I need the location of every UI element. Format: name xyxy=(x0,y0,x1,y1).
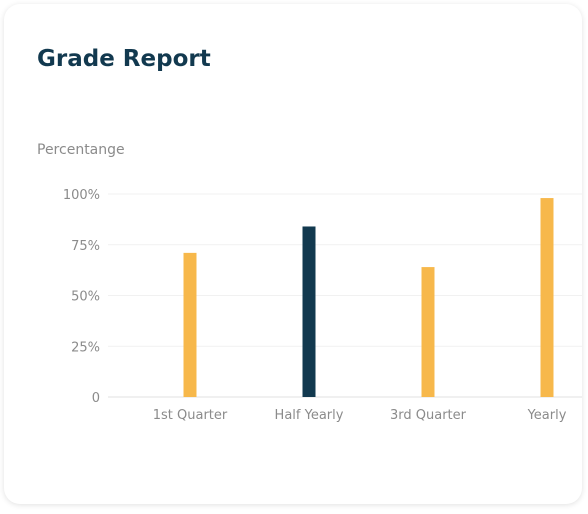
bar-3rd-quarter[interactable] xyxy=(421,267,435,397)
card-title: Grade Report xyxy=(37,46,211,72)
y-tick-label: 75% xyxy=(71,239,100,254)
y-tick-label: 25% xyxy=(71,340,100,355)
y-axis-label: Percentange xyxy=(37,142,125,158)
x-tick-label: Yearly xyxy=(527,408,567,423)
bar-1st-quarter[interactable] xyxy=(183,252,197,397)
bar-yearly[interactable] xyxy=(540,198,554,397)
x-tick-label: 1st Quarter xyxy=(153,408,228,423)
bar-chart: 0 25% 50% 75% 100% 1st Quarter Half Yearly 3rd … xyxy=(63,188,582,423)
y-tick-label: 0 xyxy=(92,391,100,406)
y-tick-label: 50% xyxy=(71,290,100,305)
y-tick-label: 100% xyxy=(63,188,100,203)
x-tick-label: 3rd Quarter xyxy=(390,408,467,423)
x-tick-label: Half Yearly xyxy=(275,408,344,423)
grade-report-card: Grade Report Percentange 0 25% 50% 75% 100% 1… xyxy=(4,4,582,504)
bar-half-yearly[interactable] xyxy=(302,226,316,397)
